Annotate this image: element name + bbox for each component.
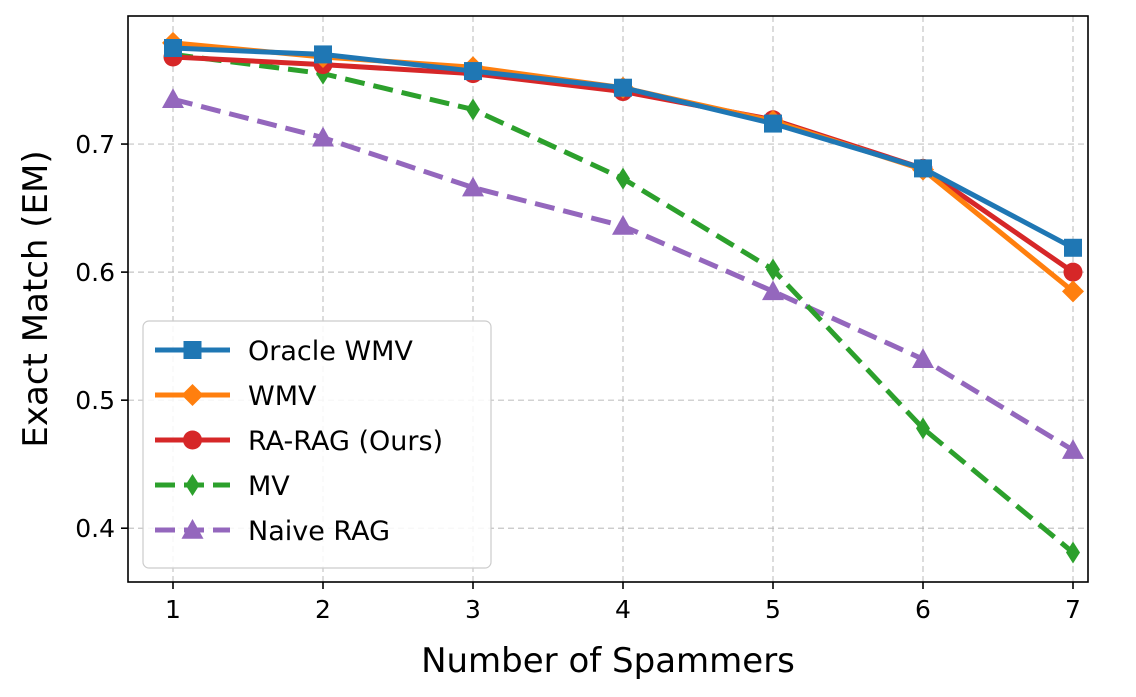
legend: Oracle WMV WMV RA-RAG (Ours) MV Naive RAG bbox=[142, 320, 492, 569]
x-tick-label: 2 bbox=[315, 595, 331, 624]
data-point-oracle-wmv bbox=[914, 159, 932, 178]
data-point-mv bbox=[766, 258, 780, 281]
x-axis-label: Number of Spammers bbox=[421, 641, 795, 681]
data-point-oracle-wmv bbox=[314, 45, 332, 64]
series-oracle-wmv bbox=[164, 39, 1082, 257]
x-tick-label: 5 bbox=[765, 595, 781, 624]
series-layer bbox=[162, 31, 1084, 564]
legend-label-mv: MV bbox=[248, 471, 290, 502]
data-point-oracle-wmv bbox=[764, 114, 782, 133]
legend-marker-naive-rag bbox=[181, 519, 204, 539]
legend-label-oracle-wmv: Oracle WMV bbox=[248, 336, 413, 367]
data-point-mv bbox=[1066, 541, 1080, 564]
legend-entry-ra-rag-ours: RA-RAG (Ours) bbox=[155, 426, 443, 457]
data-point-mv bbox=[916, 417, 930, 440]
data-point-mv bbox=[466, 98, 480, 121]
legend-entry-mv: MV bbox=[155, 471, 290, 502]
x-tick-label: 6 bbox=[915, 595, 931, 624]
data-point-oracle-wmv bbox=[164, 39, 182, 58]
y-axis-label: Exact Match (EM) bbox=[16, 150, 56, 447]
data-point-naive-rag bbox=[462, 176, 484, 197]
legend-label-naive-rag: Naive RAG bbox=[248, 516, 390, 547]
plot-frame bbox=[127, 15, 1089, 583]
legend-marker-mv bbox=[185, 474, 200, 496]
x-tick-label: 7 bbox=[1065, 595, 1081, 624]
data-point-wmv bbox=[1062, 280, 1084, 303]
x-tick-label: 1 bbox=[165, 595, 181, 624]
x-tick-label: 3 bbox=[465, 595, 481, 624]
data-point-naive-rag bbox=[1062, 439, 1084, 459]
legend-label-wmv: WMV bbox=[248, 381, 317, 412]
y-tick-label: 0.5 bbox=[75, 386, 115, 415]
legend-entry-oracle-wmv: Oracle WMV bbox=[155, 336, 413, 367]
y-tick-label: 0.7 bbox=[75, 130, 115, 159]
legend-marker-oracle-wmv bbox=[183, 341, 202, 359]
data-point-naive-rag bbox=[312, 126, 334, 147]
x-tick-label: 4 bbox=[615, 595, 631, 624]
data-point-oracle-wmv bbox=[464, 62, 482, 81]
data-point-oracle-wmv bbox=[1064, 238, 1082, 257]
data-point-naive-rag bbox=[762, 280, 784, 301]
legend-entry-naive-rag: Naive RAG bbox=[155, 516, 390, 547]
data-point-naive-rag bbox=[612, 215, 634, 235]
legend-label-ra-rag-ours: RA-RAG (Ours) bbox=[248, 426, 443, 457]
data-point-mv bbox=[616, 167, 630, 190]
legend-entry-wmv: WMV bbox=[155, 381, 317, 412]
data-point-naive-rag bbox=[162, 88, 184, 109]
legend-marker-ra-rag-ours bbox=[183, 430, 202, 450]
y-tick-label: 0.4 bbox=[75, 514, 115, 543]
series-naive-rag bbox=[162, 88, 1084, 459]
legend-marker-wmv bbox=[181, 384, 204, 406]
ticks: 1 2 3 4 5 6 7 0.4 0.5 0.6 0.7 bbox=[75, 130, 1081, 624]
y-tick-label: 0.6 bbox=[75, 258, 115, 287]
data-point-oracle-wmv bbox=[614, 78, 632, 97]
legend-frame bbox=[142, 320, 492, 569]
data-point-naive-rag bbox=[912, 348, 934, 368]
data-point-ra-rag-ours bbox=[1063, 262, 1083, 282]
